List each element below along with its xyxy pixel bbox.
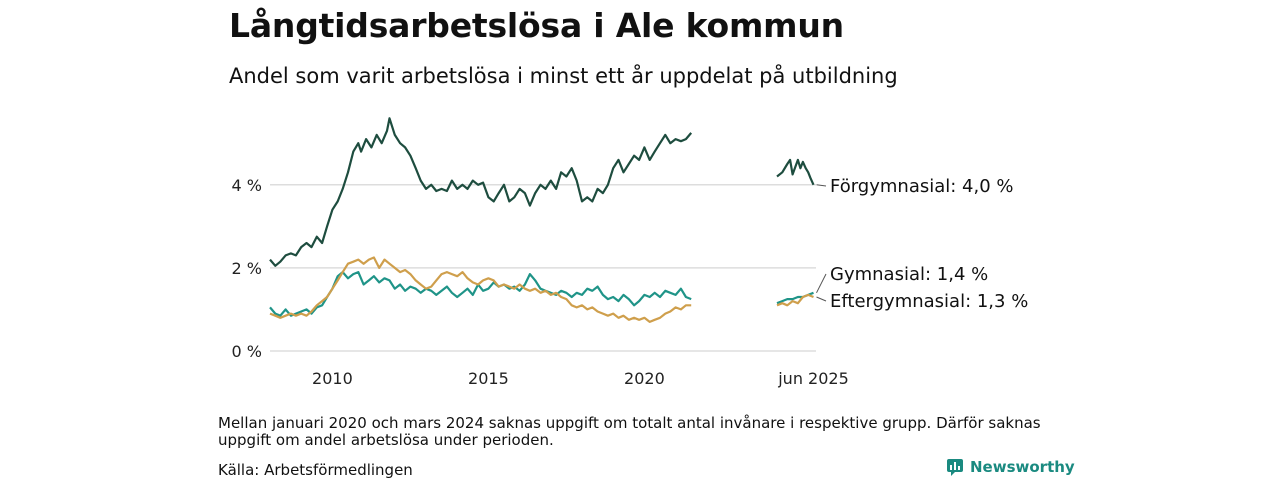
footnote: Mellan januari 2020 och mars 2024 saknas… [218, 414, 1041, 449]
x-axis-ticks: 2010 2015 2020 jun 2025 [312, 369, 849, 388]
brand-name: Newsworthy [970, 458, 1075, 476]
x-tick-label: 2010 [312, 369, 353, 388]
series-line-förgymnasial-0 [269, 117, 693, 267]
label-leader-gymnasial [816, 273, 827, 294]
series-line-eftergymnasial-1 [776, 293, 814, 307]
source-text: Källa: Arbetsförmedlingen [218, 461, 413, 479]
series-lines [269, 117, 815, 323]
series-line-eftergymnasial-0 [269, 256, 692, 323]
label-leader-eftergymnasial [816, 296, 827, 302]
label-leader-förgymnasial [816, 184, 827, 187]
x-tick-label: 2015 [468, 369, 509, 388]
x-tick-label: 2020 [624, 369, 665, 388]
series-line-förgymnasial-1 [776, 158, 815, 186]
chart-title: Långtidsarbetslösa i Ale kommun [229, 6, 844, 45]
series-end-labels: Förgymnasial: 4,0 % Gymnasial: 1,4 % Efter… [816, 176, 1028, 312]
series-label-förgymnasial: Förgymnasial: 4,0 % [830, 176, 1014, 197]
bar-chart-icon [947, 459, 963, 476]
series-label-gymnasial: Gymnasial: 1,4 % [830, 264, 988, 285]
brand-logo: Newsworthy [946, 458, 1075, 476]
y-tick-label: 4 % [232, 176, 262, 195]
series-line-gymnasial-0 [269, 271, 692, 317]
y-axis-ticks: 0 % 2 % 4 % [232, 176, 262, 361]
chart-subtitle: Andel som varit arbetslösa i minst ett å… [229, 64, 898, 88]
gridlines [270, 184, 816, 352]
y-tick-label: 2 % [232, 259, 262, 278]
y-tick-label: 0 % [232, 342, 262, 361]
x-tick-label: jun 2025 [777, 369, 849, 388]
series-label-eftergymnasial: Eftergymnasial: 1,3 % [830, 291, 1028, 312]
line-chart: 0 % 2 % 4 % 2010 2015 2020 jun 2025 Förgymnas… [232, 117, 1028, 388]
